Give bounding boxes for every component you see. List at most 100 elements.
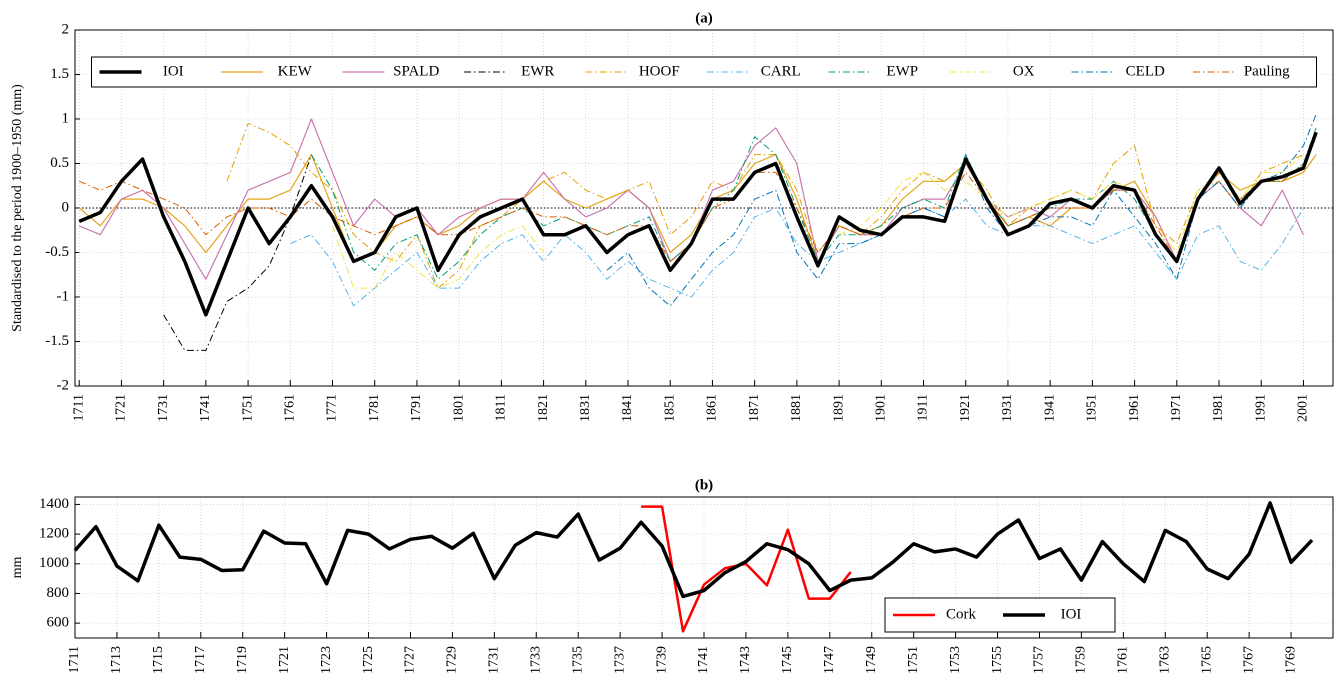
y-tick-label: 1 bbox=[62, 110, 70, 126]
series-line bbox=[641, 505, 852, 633]
x-tick-label: 1739 bbox=[654, 646, 669, 674]
axes-frame bbox=[74, 496, 1334, 639]
x-tick-label: 1801 bbox=[451, 394, 466, 422]
x-tick-label: 1721 bbox=[277, 646, 292, 674]
legend-label: CELD bbox=[1126, 63, 1165, 79]
x-tick-label: 1821 bbox=[536, 394, 551, 422]
series-line bbox=[290, 198, 1304, 307]
x-tick-label: 1741 bbox=[696, 646, 711, 674]
x-tick-label: 1713 bbox=[109, 646, 124, 674]
series-line bbox=[163, 154, 312, 351]
x-tick-label: 1991 bbox=[1253, 394, 1268, 422]
x-tick-label: 1791 bbox=[409, 394, 424, 422]
x-tick-label: 1755 bbox=[990, 646, 1005, 674]
x-tick-label: 1711 bbox=[67, 646, 82, 673]
x-tick-label: 1921 bbox=[958, 394, 973, 422]
x-tick-label: 1771 bbox=[325, 394, 340, 422]
legend-label: IOI bbox=[1061, 606, 1082, 622]
y-axis-label: Standardised to the period 1900–1950 (mm… bbox=[10, 84, 25, 332]
x-tick-label: 1781 bbox=[367, 394, 382, 422]
x-tick-label: 1725 bbox=[361, 646, 376, 674]
x-tick-label: 1901 bbox=[874, 394, 889, 422]
x-tick-label: 1911 bbox=[916, 394, 931, 421]
legend-label: EWP bbox=[886, 63, 918, 79]
x-tick-label: 1717 bbox=[193, 646, 208, 674]
series-line bbox=[226, 122, 1304, 289]
x-tick-label: 1761 bbox=[283, 394, 298, 422]
x-tick-label: 1981 bbox=[1211, 394, 1226, 422]
x-tick-label: 1881 bbox=[789, 394, 804, 422]
x-tick-label: 1861 bbox=[705, 394, 720, 422]
series-line bbox=[73, 501, 1314, 599]
axes-frame bbox=[74, 29, 1334, 387]
x-tick-label: 1767 bbox=[1241, 646, 1256, 674]
panel: 600 800 1000 1200 1400 1711 1713 1715 1717 1719 17… bbox=[10, 477, 1334, 674]
x-tick-label: 1765 bbox=[1199, 646, 1214, 674]
x-tick-label: 2001 bbox=[1296, 394, 1311, 422]
series-line bbox=[606, 114, 1317, 307]
x-tick-label: 1851 bbox=[662, 394, 677, 422]
x-tick-label: 1841 bbox=[620, 394, 635, 422]
x-tick-label: 1757 bbox=[1032, 646, 1047, 674]
x-tick-label: 1763 bbox=[1157, 646, 1172, 674]
chart-title: (a) bbox=[695, 10, 713, 26]
x-tick-label: 1737 bbox=[612, 646, 627, 674]
series-line bbox=[332, 154, 1304, 289]
x-tick-label: 1951 bbox=[1085, 394, 1100, 422]
x-tick-label: 1751 bbox=[906, 646, 921, 674]
legend-label: OX bbox=[1013, 63, 1035, 79]
x-tick-label: 1735 bbox=[570, 646, 585, 674]
x-tick-label: 1743 bbox=[738, 646, 753, 674]
y-axis-label: mm bbox=[10, 557, 25, 579]
panel: -2 -1.5 -1 -0.5 0 0.5 1 1.5 2 1711 1721 1731 1741 175… bbox=[10, 10, 1334, 422]
y-tick-label: 800 bbox=[47, 585, 70, 601]
legend-label: IOI bbox=[163, 63, 184, 79]
x-tick-label: 1723 bbox=[319, 646, 334, 674]
x-tick-label: 1745 bbox=[780, 646, 795, 674]
y-tick-label: -1 bbox=[57, 288, 70, 304]
x-tick-label: 1931 bbox=[1000, 394, 1015, 422]
legend-label: EWR bbox=[521, 63, 554, 79]
x-tick-label: 1731 bbox=[156, 394, 171, 422]
y-tick-label: 1400 bbox=[39, 496, 69, 512]
x-tick-label: 1741 bbox=[198, 394, 213, 422]
x-tick-label: 1761 bbox=[1116, 646, 1131, 674]
x-tick-label: 1719 bbox=[235, 646, 250, 674]
x-tick-label: 1751 bbox=[240, 394, 255, 422]
x-tick-label: 1961 bbox=[1127, 394, 1142, 422]
legend-box bbox=[91, 56, 1317, 88]
x-tick-label: 1721 bbox=[114, 394, 129, 422]
x-tick-label: 1871 bbox=[747, 394, 762, 422]
x-tick-label: 1749 bbox=[864, 646, 879, 674]
y-tick-label: 600 bbox=[47, 615, 70, 631]
legend-label: Cork bbox=[946, 606, 977, 622]
series-line bbox=[78, 131, 1318, 317]
x-tick-label: 1727 bbox=[403, 646, 418, 674]
x-tick-label: 1731 bbox=[487, 646, 502, 674]
x-tick-label: 1811 bbox=[494, 394, 509, 421]
y-tick-label: -1.5 bbox=[45, 333, 69, 349]
legend-label: KEW bbox=[278, 63, 313, 79]
x-tick-label: 1715 bbox=[151, 646, 166, 674]
legend-label: Pauling bbox=[1244, 63, 1290, 79]
legend-label: SPALD bbox=[393, 63, 439, 79]
y-tick-label: 1200 bbox=[39, 526, 69, 542]
plot-area bbox=[75, 30, 1333, 386]
x-tick-label: 1769 bbox=[1283, 646, 1298, 674]
y-tick-label: 1000 bbox=[39, 555, 69, 571]
x-tick-label: 1971 bbox=[1169, 394, 1184, 422]
y-tick-label: -2 bbox=[57, 377, 70, 393]
legend: IOI KEW SPALD EWR HOOF CARL EWP OX CELD Pauling bbox=[91, 56, 1317, 88]
y-tick-label: 2 bbox=[62, 21, 70, 37]
legend-label: HOOF bbox=[639, 63, 680, 79]
x-tick-label: 1711 bbox=[71, 394, 86, 421]
x-tick-label: 1891 bbox=[831, 394, 846, 422]
x-tick-label: 1753 bbox=[948, 646, 963, 674]
x-tick-label: 1747 bbox=[822, 646, 837, 674]
chart-title: (b) bbox=[695, 477, 713, 493]
x-tick-label: 1733 bbox=[528, 646, 543, 674]
y-tick-label: 1.5 bbox=[50, 66, 69, 82]
x-tick-label: 1759 bbox=[1074, 646, 1089, 674]
y-tick-label: 0 bbox=[62, 199, 70, 215]
